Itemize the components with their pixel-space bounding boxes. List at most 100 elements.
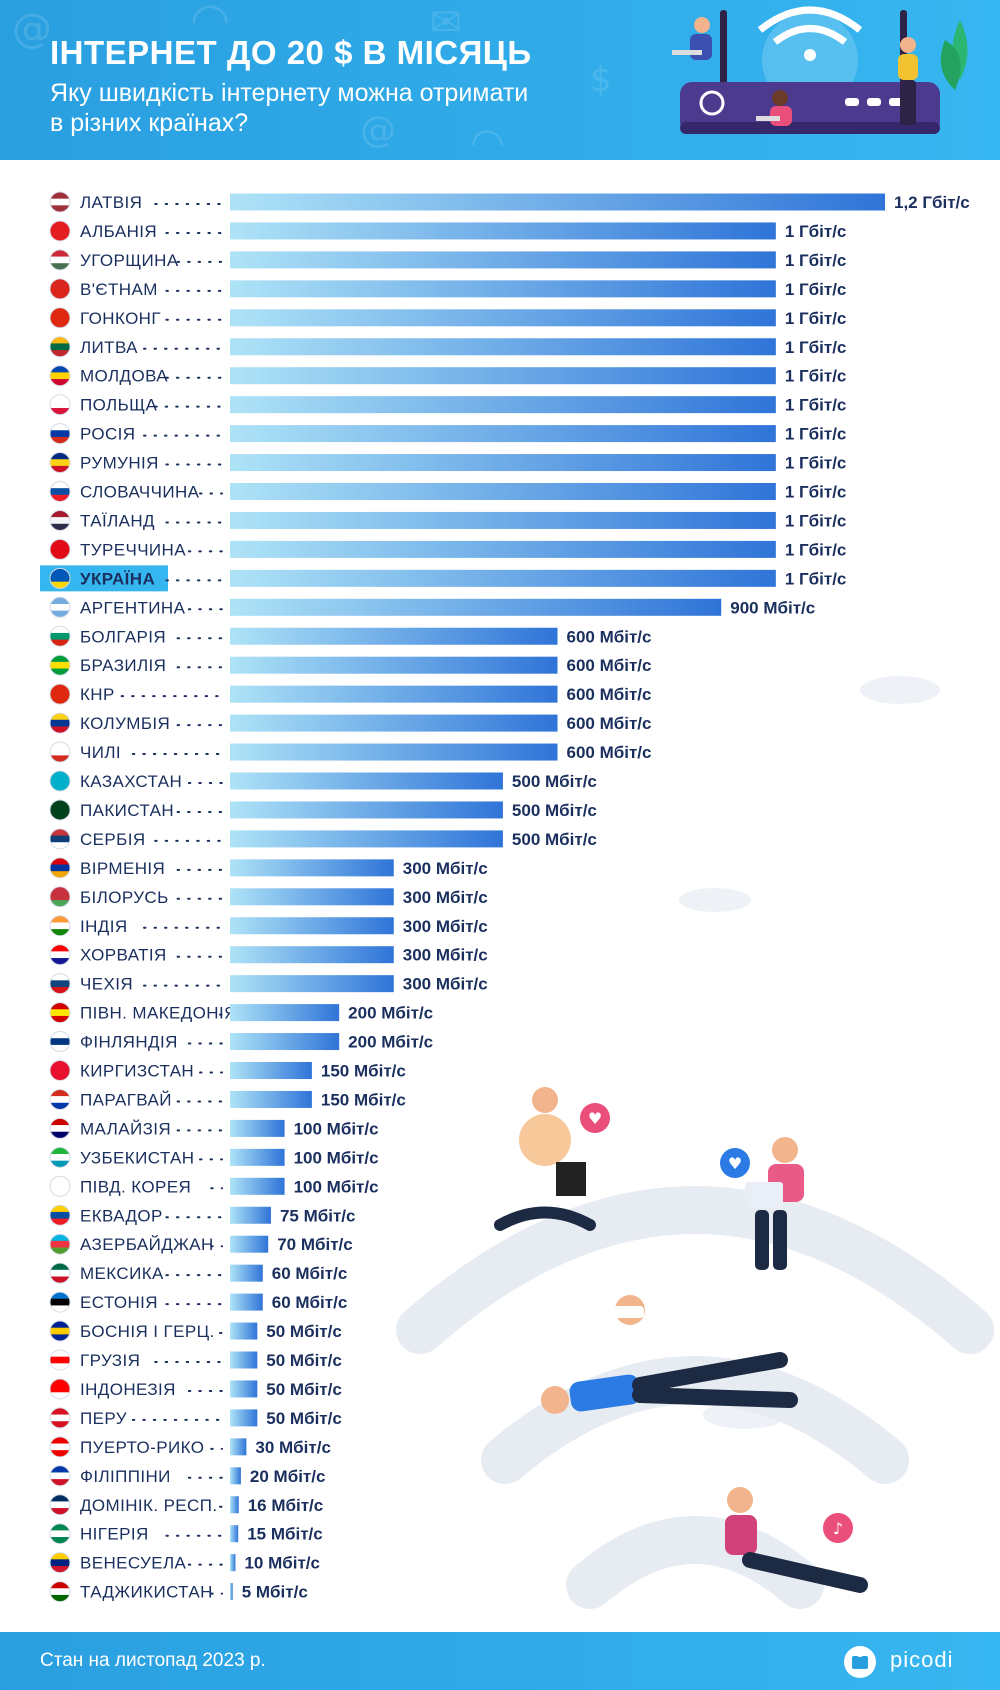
footer-date-note: Стан на листопад 2023 р. <box>40 1650 266 1671</box>
subtitle-line-1: Яку швидкість інтернету можна отримати <box>50 79 529 107</box>
country-label: УЗБЕКИСТАН <box>80 1148 194 1167</box>
chart-row: АРГЕНТИНА 900 Мбіт/с <box>49 596 815 618</box>
country-label: ПАКИСТАН <box>80 801 174 820</box>
value-label: 15 Мбіт/с <box>247 1525 323 1544</box>
chart-row: ДОМІНІК. РЕСП. 16 Мбіт/с <box>49 1494 323 1516</box>
country-flag-icon <box>50 886 70 907</box>
country-flag-icon <box>50 915 70 936</box>
speed-bar <box>230 859 394 877</box>
country-label: СЕРБІЯ <box>80 830 146 849</box>
country-label: РОСІЯ <box>80 425 135 444</box>
value-label: 500 Мбіт/с <box>512 801 597 820</box>
chart-row: КОЛУМБІЯ 600 Мбіт/с <box>49 712 652 734</box>
chart-row: ПАКИСТАН 500 Мбіт/с <box>49 799 597 821</box>
chart-rows: ЛАТВІЯ 1,2 Гбіт/с АЛБАНІЯ 1 Гбіт/с УГОРЩИНА 1… <box>40 191 970 1603</box>
header-banner: @ ◠ ✉ $ @ ◠ ІНТЕРНЕТ ДО 20 $ В МІСЯЦЬ Як… <box>0 0 1000 160</box>
country-flag-icon <box>50 539 70 560</box>
chart-row: БІЛОРУСЬ 300 Мбіт/с <box>49 886 488 908</box>
speed-bar <box>230 367 776 385</box>
chart-row: ІНДІЯ 300 Мбіт/с <box>49 915 488 937</box>
picodi-logo-icon <box>844 1646 876 1678</box>
at-sign-decor-icon: @ <box>12 6 52 52</box>
country-label: ЕКВАДОР <box>80 1206 163 1225</box>
chart-row: ПЕРУ 50 Мбіт/с <box>49 1407 342 1429</box>
country-label: ГОНКОНГ <box>80 309 161 328</box>
speed-bar <box>230 540 776 558</box>
speed-bar <box>230 1409 258 1427</box>
country-label: КАЗАХСТАН <box>80 772 182 791</box>
value-label: 50 Мбіт/с <box>266 1380 342 1399</box>
chart-row: РУМУНІЯ 1 Гбіт/с <box>49 452 846 474</box>
speed-bar <box>230 569 776 587</box>
chart-row: ПОЛЬЩА 1 Гбіт/с <box>49 394 846 416</box>
speed-bar <box>230 946 394 964</box>
chart-row: МАЛАЙЗІЯ 100 Мбіт/с <box>49 1117 379 1139</box>
country-flag-icon <box>50 1002 70 1023</box>
speed-bar <box>230 917 394 935</box>
country-flag-icon <box>50 1234 70 1255</box>
value-label: 300 Мбіт/с <box>403 888 488 907</box>
country-flag-icon <box>50 973 70 994</box>
country-label: ТАЇЛАНД <box>80 511 155 530</box>
country-label: ПІВН. МАКЕДОНІЯ <box>80 1004 237 1023</box>
speed-bar <box>230 1062 312 1079</box>
value-label: 600 Мбіт/с <box>567 743 652 762</box>
value-label: 70 Мбіт/с <box>277 1235 353 1254</box>
country-label: АЛБАНІЯ <box>80 222 157 241</box>
country-flag-icon <box>50 742 70 763</box>
speed-bar <box>230 772 503 790</box>
svg-text:♥: ♥ <box>728 1154 742 1173</box>
value-label: 50 Мбіт/с <box>266 1351 342 1370</box>
speed-bar <box>230 309 776 327</box>
value-label: 600 Мбіт/с <box>567 714 652 733</box>
country-flag-icon <box>50 249 70 270</box>
country-flag-icon <box>50 944 70 965</box>
chart-row: ПІВН. МАКЕДОНІЯ 200 Мбіт/с <box>49 1002 433 1024</box>
value-label: 50 Мбіт/с <box>266 1322 342 1341</box>
country-flag-icon <box>50 799 70 820</box>
country-flag-icon <box>50 1378 70 1399</box>
value-label: 1 Гбіт/с <box>785 251 847 270</box>
speed-bar <box>230 483 776 500</box>
speed-bar <box>230 1467 241 1485</box>
value-label: 300 Мбіт/с <box>403 917 488 936</box>
country-flag-icon <box>50 713 70 734</box>
chart-row: ЧИЛІ 600 Мбіт/с <box>49 741 652 763</box>
country-flag-icon <box>50 1494 70 1515</box>
speed-bar <box>230 656 558 674</box>
speed-bar <box>230 1264 263 1282</box>
country-label: МОЛДОВА <box>80 367 168 386</box>
chart-row: КНР 600 Мбіт/с <box>49 683 651 705</box>
country-label: БІЛОРУСЬ <box>80 888 169 907</box>
chart-row: РОСІЯ 1 Гбіт/с <box>49 423 846 445</box>
chart-row: УКРАЇНА 1 Гбіт/с <box>40 565 846 592</box>
speed-bar <box>230 425 776 443</box>
value-label: 500 Мбіт/с <box>512 772 597 791</box>
chart-row: ВЕНЕСУЕЛА 10 Мбіт/с <box>49 1552 320 1574</box>
chart-row: МЕКСИКА 60 Мбіт/с <box>49 1262 347 1284</box>
country-label: КНР <box>80 685 115 704</box>
speed-bar <box>230 454 776 472</box>
country-label: ТАДЖИКИСТАН <box>80 1583 213 1602</box>
country-flag-icon <box>50 1523 70 1544</box>
country-label: КОЛУМБІЯ <box>80 714 170 733</box>
country-flag-icon <box>50 336 70 357</box>
country-label: МЕКСИКА <box>80 1264 164 1283</box>
country-label: ЧЕХІЯ <box>80 975 133 994</box>
country-flag-icon <box>50 220 70 241</box>
country-label: УГОРЩИНА <box>80 251 179 270</box>
value-label: 1 Гбіт/с <box>785 309 847 328</box>
speed-bar <box>230 714 558 732</box>
speed-bar <box>230 193 885 211</box>
value-label: 900 Мбіт/с <box>730 598 815 617</box>
speed-bar <box>230 685 558 703</box>
speed-bar <box>230 888 394 906</box>
svg-text:♪: ♪ <box>833 1519 843 1538</box>
footer-banner: Стан на листопад 2023 р. picodi <box>0 1632 1000 1690</box>
speed-bar <box>230 627 558 645</box>
country-label: В'ЄТНАМ <box>80 280 158 299</box>
chart-row: АЗЕРБАЙДЖАН 70 Мбіт/с <box>49 1233 353 1255</box>
country-flag-icon <box>50 278 70 299</box>
value-label: 60 Мбіт/с <box>272 1293 348 1312</box>
value-label: 150 Мбіт/с <box>321 1062 406 1081</box>
